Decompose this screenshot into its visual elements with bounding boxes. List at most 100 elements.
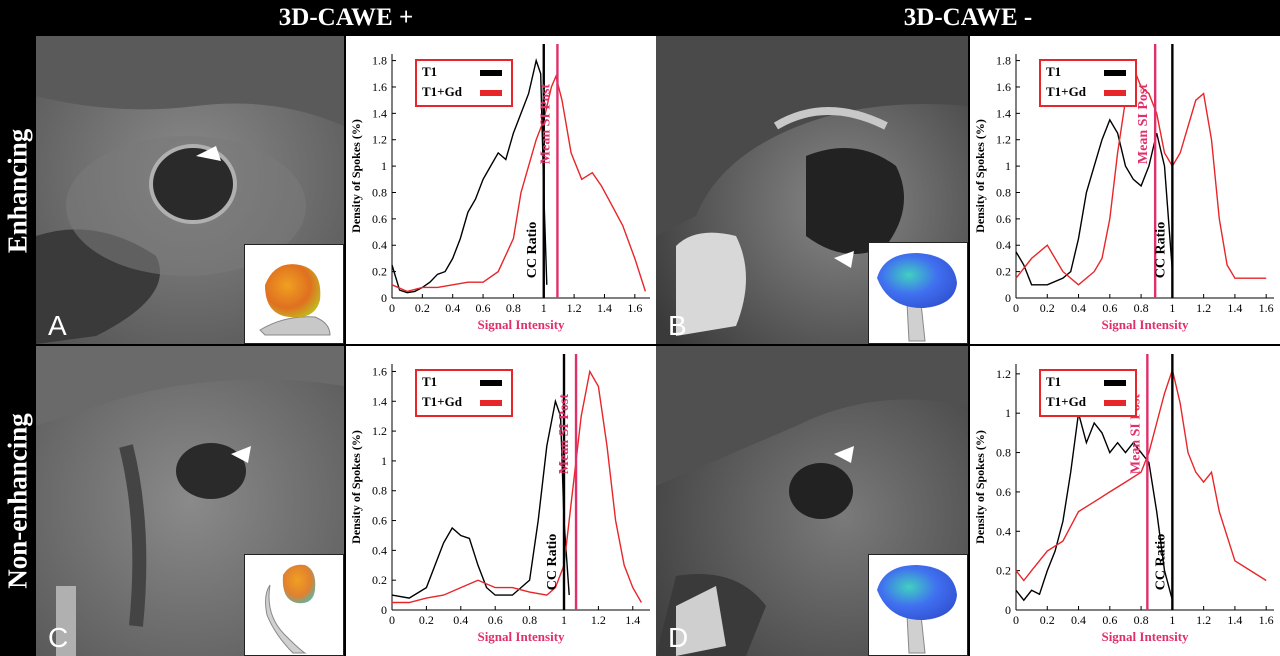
- y-axis-label: Density of Spokes (%): [349, 119, 363, 233]
- y-axis-label: Density of Spokes (%): [973, 119, 987, 233]
- x-tick-label: 0.6: [488, 613, 503, 627]
- y-tick-label: 1.2: [372, 133, 387, 147]
- y-tick-label: 0.6: [996, 485, 1011, 499]
- legend-label: T1: [422, 374, 437, 389]
- x-tick-label: 1.2: [1196, 613, 1211, 627]
- y-tick-label: 1: [1005, 159, 1011, 173]
- x-axis-label: Signal Intensity: [477, 629, 565, 644]
- y-tick-label: 0.8: [996, 185, 1011, 199]
- marker-label: CC Ratio: [1153, 534, 1168, 590]
- arrowhead-icon: [834, 446, 854, 463]
- legend-swatch: [1104, 380, 1126, 386]
- mri-image-b: B: [656, 36, 968, 344]
- y-tick-label: 0.4: [372, 543, 387, 557]
- arrowhead-icon: [196, 146, 221, 161]
- x-tick-label: 0: [1013, 301, 1019, 315]
- y-tick-label: 0: [381, 291, 387, 305]
- y-tick-label: 0.8: [996, 446, 1011, 460]
- x-tick-label: 1.2: [567, 301, 582, 315]
- panel-letter-a: A: [48, 310, 67, 341]
- inset-3d-render-a: [244, 244, 344, 344]
- y-tick-label: 1.8: [996, 54, 1011, 68]
- legend-swatch: [480, 380, 502, 386]
- marker-label: Mean SI Post: [557, 394, 572, 474]
- y-tick-label: 1.4: [372, 106, 387, 120]
- x-tick-label: 0.6: [1102, 301, 1117, 315]
- column-header-cawe-negative: 3D-CAWE -: [903, 4, 1033, 31]
- y-tick-label: 1.2: [996, 133, 1011, 147]
- x-tick-label: 0.4: [445, 301, 460, 315]
- y-tick-label: 1: [1005, 406, 1011, 420]
- series-line-t1-gd: [391, 74, 647, 293]
- x-tick-label: 0.2: [419, 613, 434, 627]
- y-tick-label: 1: [381, 454, 387, 468]
- y-tick-label: 1.2: [372, 424, 387, 438]
- series-line-t1: [1015, 118, 1174, 286]
- series-line-t1-gd: [392, 369, 643, 604]
- row-header-non-enhancing: Non-enhancing: [2, 413, 33, 589]
- chart-d: 0 0.2 0.4 0.6 0.8 1 1.2 1.4 1.6 0 0.2 0.4 0.6 0.8 1 1.2…: [970, 346, 1280, 656]
- y-tick-label: 1.6: [372, 80, 387, 94]
- marker-label: Mean SI Post: [1136, 84, 1151, 164]
- series-line-t1-gd: [1015, 64, 1267, 286]
- chart-a: 0 0.2 0.4 0.6 0.8 1 1.2 1.4 1.6 0 0.2 0.4 0.6 0.8 1 1.2…: [346, 36, 656, 344]
- y-tick-label: 0.2: [996, 564, 1011, 578]
- marker-label: CC Ratio: [1153, 222, 1168, 278]
- legend-label: T1: [422, 64, 437, 79]
- x-tick-label: 0: [1013, 613, 1019, 627]
- inset-3d-render-b: [868, 242, 968, 344]
- series-line-t1: [391, 398, 570, 599]
- x-tick-label: 0.8: [1134, 301, 1149, 315]
- y-tick-label: 0.6: [996, 212, 1011, 226]
- y-tick-label: 0.2: [372, 265, 387, 279]
- legend-box: [1039, 369, 1137, 417]
- marker-label: Mean SI Post: [538, 84, 553, 164]
- x-tick-label: 1: [1169, 301, 1175, 315]
- inset-3d-render-d: [868, 554, 968, 656]
- x-axis-label: Signal Intensity: [477, 317, 565, 332]
- legend-label: T1+Gd: [1046, 84, 1087, 99]
- y-tick-label: 1.4: [372, 394, 387, 408]
- marker-label: CC Ratio: [545, 534, 560, 590]
- y-tick-label: 0.8: [372, 185, 387, 199]
- x-tick-label: 0.8: [506, 301, 521, 315]
- inset-3d-render-c: [244, 554, 344, 656]
- panel-letter-b: B: [668, 310, 687, 341]
- y-tick-label: 0.2: [996, 265, 1011, 279]
- y-tick-label: 1.4: [996, 106, 1011, 120]
- legend-label: T1: [1046, 374, 1061, 389]
- legend-swatch: [1104, 400, 1126, 406]
- marker-label: CC Ratio: [525, 222, 540, 278]
- y-tick-label: 0: [1005, 291, 1011, 305]
- legend-swatch: [480, 90, 502, 96]
- legend-label: T1+Gd: [422, 84, 463, 99]
- x-tick-label: 1.4: [625, 613, 640, 627]
- y-tick-label: 0.4: [372, 238, 387, 252]
- x-tick-label: 0.2: [1040, 613, 1055, 627]
- y-tick-label: 1.6: [996, 80, 1011, 94]
- x-tick-label: 0: [389, 301, 395, 315]
- legend-box: [415, 59, 513, 107]
- y-tick-label: 0.6: [372, 514, 387, 528]
- x-tick-label: 0.6: [1102, 613, 1117, 627]
- arrowhead-icon: [231, 446, 251, 463]
- y-tick-label: 0.4: [996, 238, 1011, 252]
- series-line-t1: [1015, 413, 1174, 602]
- legend-label: T1+Gd: [1046, 394, 1087, 409]
- mri-image-a: A: [36, 36, 344, 344]
- y-tick-label: 0.4: [996, 524, 1011, 538]
- panel-letter-c: C: [48, 622, 69, 653]
- legend-label: T1: [1046, 64, 1061, 79]
- y-tick-label: 0: [381, 603, 387, 617]
- y-tick-label: 1.6: [372, 364, 387, 378]
- x-tick-label: 0.4: [1071, 613, 1086, 627]
- y-axis-label: Density of Spokes (%): [349, 430, 363, 544]
- legend-label: T1+Gd: [422, 394, 463, 409]
- y-tick-label: 0: [1005, 603, 1011, 617]
- y-tick-label: 0.6: [372, 212, 387, 226]
- x-tick-label: 0.4: [1071, 301, 1086, 315]
- y-tick-label: 1: [381, 159, 387, 173]
- x-tick-label: 1.6: [1259, 301, 1274, 315]
- arrowhead-icon: [834, 251, 854, 268]
